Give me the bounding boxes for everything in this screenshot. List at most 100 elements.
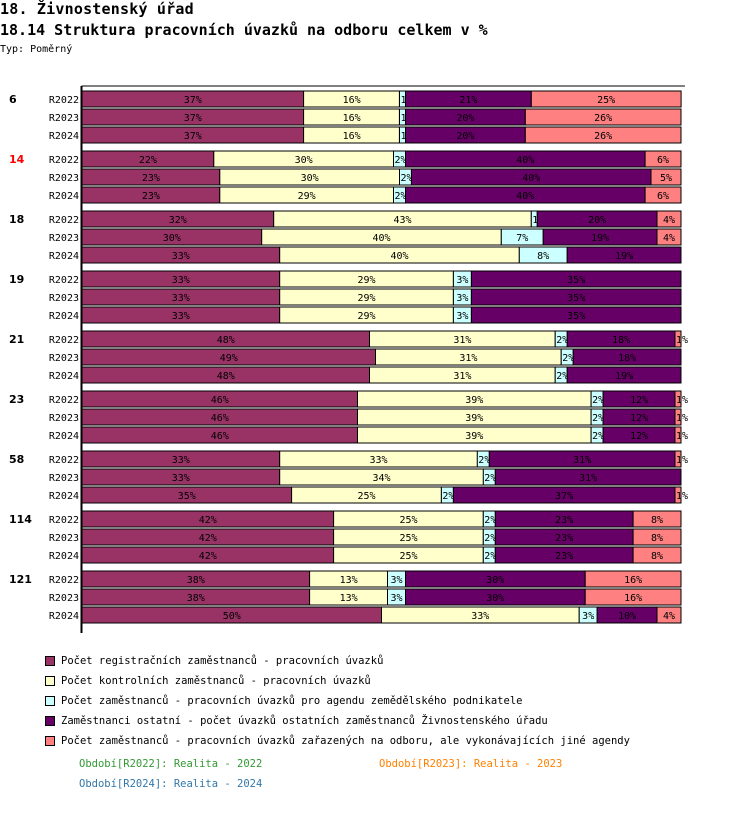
data-label: 8%: [651, 533, 663, 544]
data-label: 25%: [597, 95, 615, 106]
bar-segment: [644, 150, 682, 168]
period-label: R2024: [49, 491, 79, 502]
data-label: 18%: [618, 353, 636, 364]
bar-segment: [470, 270, 682, 288]
data-label: 20%: [456, 113, 474, 124]
legend-label: Zaměstnanci ostatní - počet úvazků ostat…: [61, 715, 548, 727]
bar-segment: [632, 510, 682, 528]
bar-segment: [674, 408, 682, 426]
data-label: 2%: [484, 533, 496, 544]
data-label: 43%: [393, 215, 411, 226]
data-label: 2%: [484, 515, 496, 526]
period-label: R2022: [49, 155, 79, 166]
data-label: 22%: [139, 155, 157, 166]
data-label: 13%: [340, 575, 358, 586]
period-label: R2024: [49, 131, 79, 142]
chart-type-label: Typ: Poměrný: [0, 44, 73, 55]
legend-label: Počet registračních zaměstnanců - pracov…: [61, 655, 384, 667]
period-label: R2022: [49, 515, 79, 526]
group-label: 19: [9, 273, 24, 286]
group-label: 114: [9, 513, 32, 526]
data-label: 42%: [199, 533, 217, 544]
data-label: 42%: [199, 551, 217, 562]
data-label: 2%: [401, 173, 413, 184]
data-label: 12%: [630, 413, 648, 424]
period-label: R2022: [49, 575, 79, 586]
data-label: 2%: [484, 551, 496, 562]
period-label: R2023: [49, 113, 79, 124]
period-label: R2022: [49, 335, 79, 346]
data-label: 46%: [211, 413, 229, 424]
data-label: 1%: [676, 491, 688, 502]
period-label: R2022: [49, 215, 79, 226]
data-label: 37%: [184, 131, 202, 142]
data-label: 25%: [399, 533, 417, 544]
data-label: 18%: [612, 335, 630, 346]
data-label: 2%: [562, 353, 574, 364]
data-label: 1: [532, 215, 538, 226]
bar-segment: [470, 288, 682, 306]
data-label: 19%: [615, 251, 633, 262]
data-label: 30%: [301, 173, 319, 184]
data-label: 23%: [142, 191, 160, 202]
data-label: 2%: [592, 413, 604, 424]
data-label: 1%: [676, 413, 688, 424]
data-label: 23%: [555, 515, 573, 526]
bar-segment: [656, 228, 682, 246]
data-label: 31%: [453, 335, 471, 346]
period-label: R2023: [49, 353, 79, 364]
period-label: R2024: [49, 611, 79, 622]
period-label: R2024: [49, 371, 79, 382]
data-label: 2%: [395, 191, 407, 202]
data-label: 13%: [340, 593, 358, 604]
data-label: 3%: [390, 593, 402, 604]
bar-segment: [632, 528, 682, 546]
data-label: 35%: [567, 311, 585, 322]
data-label: 4%: [663, 233, 675, 244]
data-label: 38%: [187, 575, 205, 586]
data-label: 20%: [588, 215, 606, 226]
period-label: R2023: [49, 533, 79, 544]
data-label: 16%: [343, 95, 361, 106]
data-label: 29%: [298, 191, 316, 202]
data-label: 35%: [567, 275, 585, 286]
data-label: 1: [401, 95, 407, 106]
data-label: 3%: [390, 575, 402, 586]
group-label: 23: [9, 393, 24, 406]
data-label: 29%: [357, 275, 375, 286]
data-label: 4%: [663, 611, 675, 622]
bar-segment: [584, 588, 682, 606]
data-label: 3%: [456, 311, 468, 322]
period-label: R2024: [49, 431, 79, 442]
data-label: 12%: [630, 395, 648, 406]
bar-segment: [656, 210, 682, 228]
data-label: 8%: [651, 515, 663, 526]
data-label: 2%: [395, 155, 407, 166]
data-label: 40%: [516, 191, 534, 202]
data-label: 30%: [486, 575, 504, 586]
data-label: 40%: [516, 155, 534, 166]
period-label: R2024: [49, 551, 79, 562]
bar-segment: [524, 126, 682, 144]
data-label: 33%: [172, 311, 190, 322]
data-label: 21%: [459, 95, 477, 106]
data-label: 46%: [211, 395, 229, 406]
data-label: 2%: [592, 431, 604, 442]
legend-swatch: [45, 736, 55, 746]
legend-swatch: [45, 696, 55, 706]
bar-segment: [674, 426, 682, 444]
data-label: 8%: [651, 551, 663, 562]
data-label: 33%: [172, 473, 190, 484]
data-label: 25%: [357, 491, 375, 502]
group-label: 121: [9, 573, 32, 586]
bar-segment: [632, 546, 682, 564]
data-label: 2%: [478, 455, 490, 466]
group-label: 58: [9, 453, 24, 466]
bar-segment: [656, 606, 682, 624]
data-label: 37%: [184, 95, 202, 106]
legend-label: Počet zaměstnanců - pracovních úvazků za…: [61, 735, 630, 747]
data-label: 16%: [343, 113, 361, 124]
data-label: 25%: [399, 515, 417, 526]
data-label: 16%: [624, 575, 642, 586]
legend-label: Počet kontrolních zaměstnanců - pracovní…: [61, 675, 371, 687]
